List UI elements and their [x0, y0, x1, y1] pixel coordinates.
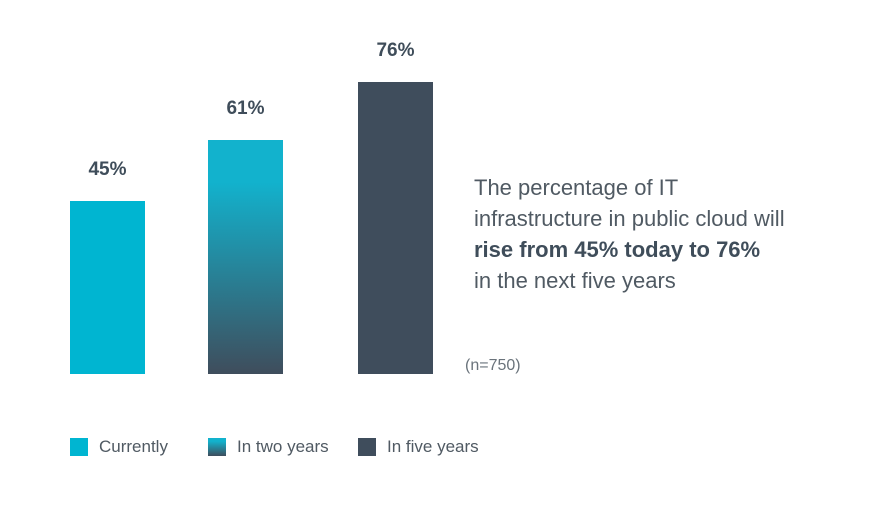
data-label: 76% — [376, 40, 415, 62]
callout-text: The percentage of IT infrastructure in p… — [474, 172, 854, 296]
legend-label: Currently — [99, 437, 168, 456]
legend-swatch — [208, 438, 226, 456]
legend-item: In five years — [358, 437, 479, 457]
bar-in-five-years — [358, 82, 433, 374]
data-label: 61% — [226, 97, 265, 119]
callout-bold: rise from 45% today to 76% — [474, 237, 761, 262]
callout-line: The percentage of IT — [474, 175, 679, 200]
bar-in-two-years — [208, 139, 283, 374]
legend-item: In two years — [208, 437, 329, 457]
data-label: 45% — [88, 159, 127, 181]
legend-swatch — [70, 438, 88, 456]
legend-label: In five years — [387, 437, 479, 456]
legend-item: Currently — [70, 437, 168, 457]
bar-currently — [70, 201, 145, 374]
legend-label: In two years — [237, 437, 329, 456]
legend-swatch — [358, 438, 376, 456]
sample-size-note: (n=750) — [465, 357, 521, 374]
callout-line: in the next five years — [474, 268, 676, 293]
callout-line: infrastructure in public cloud will — [474, 206, 785, 231]
